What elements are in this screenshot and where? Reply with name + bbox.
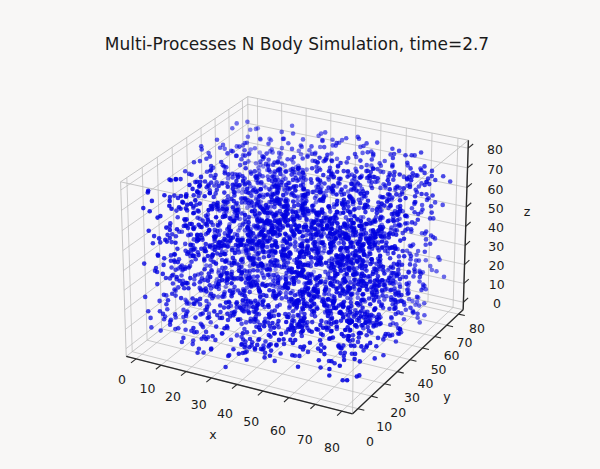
x-tick-label: 0 <box>118 372 126 387</box>
x-tick-label: 60 <box>270 423 286 438</box>
y-tick-label: 80 <box>469 321 485 336</box>
axes3d: 0102030405060708001020304050607080010203… <box>118 97 531 456</box>
z-tick-label: 0 <box>493 296 501 311</box>
z-tick-label: 30 <box>488 239 504 254</box>
x-tick-label: 70 <box>297 432 313 447</box>
z-tick-label: 20 <box>489 258 505 273</box>
x-tick-label: 80 <box>324 440 340 455</box>
z-tick-label: 10 <box>489 277 505 292</box>
scatter3d-plot: 0102030405060708001020304050607080010203… <box>0 0 600 469</box>
y-tick-label: 0 <box>366 434 374 449</box>
y-tick-label: 10 <box>376 419 392 434</box>
x-tick-label: 40 <box>217 406 233 421</box>
y-tick-label: 60 <box>444 348 460 363</box>
y-tick-label: 50 <box>431 362 447 377</box>
figure: 0102030405060708001020304050607080010203… <box>0 0 600 469</box>
z-tick-label: 60 <box>487 182 503 197</box>
z-tick-label: 40 <box>488 220 504 235</box>
chart-title: Multi-Processes N Body Simulation, time=… <box>105 34 489 54</box>
x-tick-label: 50 <box>243 414 259 429</box>
y-tick-label: 20 <box>390 405 406 420</box>
y-axis-label: y <box>443 389 451 404</box>
y-tick-label: 40 <box>417 376 433 391</box>
z-tick-label: 80 <box>487 142 503 157</box>
z-axis-label: z <box>524 204 531 219</box>
x-tick-label: 10 <box>139 381 155 396</box>
y-tick-label: 30 <box>404 390 420 405</box>
x-tick-label: 20 <box>165 389 181 404</box>
x-axis-label: x <box>209 427 216 442</box>
z-tick-label: 70 <box>487 162 503 177</box>
x-tick-label: 30 <box>191 397 207 412</box>
y-tick-label: 70 <box>456 335 472 350</box>
z-tick-label: 50 <box>488 201 504 216</box>
